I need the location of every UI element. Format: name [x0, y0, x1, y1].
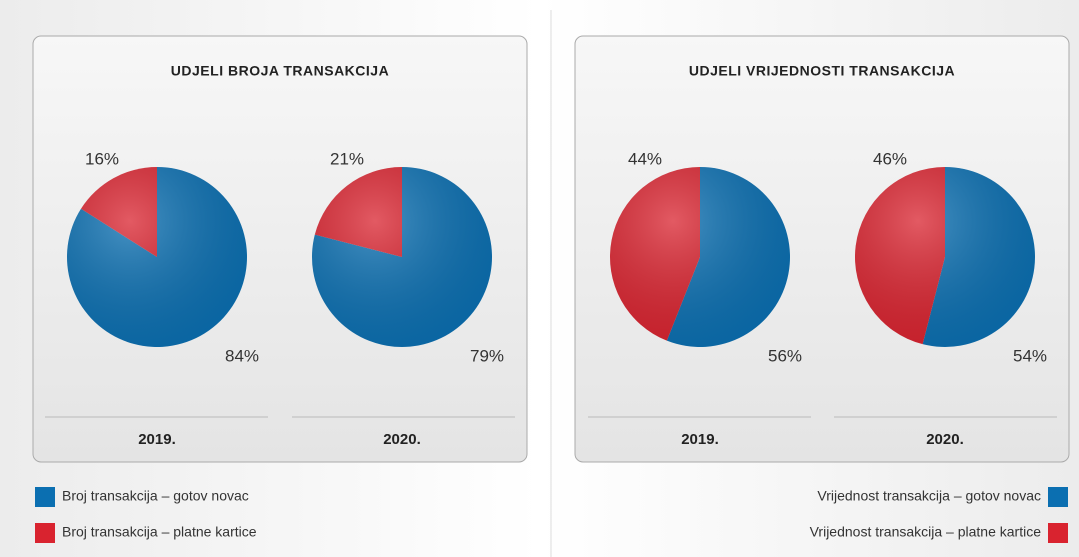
panel-title: UDJELI VRIJEDNOSTI TRANSAKCIJA [689, 63, 955, 79]
value-label: 16% [85, 149, 119, 168]
value-label: 54% [1013, 346, 1047, 365]
panel [574, 35, 1070, 463]
value-label: 44% [628, 149, 662, 168]
legend-swatch [1048, 487, 1068, 507]
panel-title: UDJELI BROJA TRANSAKCIJA [171, 63, 389, 79]
value-label: 21% [330, 149, 364, 168]
value-label: 56% [768, 346, 802, 365]
pie-title: 2019. [681, 431, 719, 448]
pie-title: 2020. [383, 431, 421, 448]
pie-title: 2020. [926, 431, 964, 448]
value-label: 84% [225, 346, 259, 365]
legend-label: Vrijednost transakcija – gotov novac [817, 488, 1041, 504]
legend-swatch [1048, 523, 1068, 543]
legend-swatch [35, 523, 55, 543]
value-label: 46% [873, 149, 907, 168]
legend-label: Vrijednost transakcija – platne kartice [810, 524, 1042, 540]
legend-swatch [35, 487, 55, 507]
panel [32, 35, 528, 463]
legend-label: Broj transakcija – platne kartice [62, 524, 257, 540]
pie-title: 2019. [138, 431, 176, 448]
legend-label: Broj transakcija – gotov novac [62, 488, 249, 504]
value-label: 79% [470, 346, 504, 365]
